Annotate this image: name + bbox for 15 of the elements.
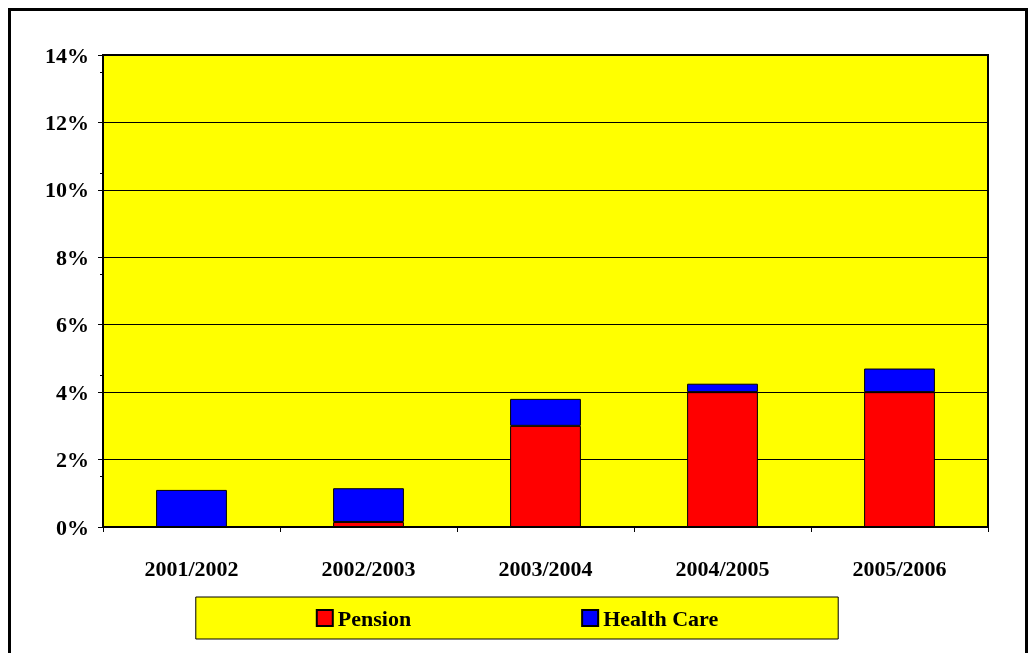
y-tick-label: 10% [45,177,89,203]
x-tick-label: 2002/2003 [321,555,416,581]
legend-label: Health Care [603,605,719,631]
legend-label: Pension [337,605,412,631]
y-tick-label: 6% [56,312,89,338]
y-tick-label: 2% [56,447,89,473]
y-tick-label: 12% [45,109,89,135]
y-tick-label: 0% [56,514,89,540]
x-tick-label: 2004/2005 [675,555,770,581]
y-tick-label: 4% [56,379,89,405]
y-tick-label: 14% [45,42,89,68]
x-tick-label: 2001/2002 [144,555,239,581]
x-tick-label: 2005/2006 [852,555,947,581]
x-tick-label: 2003/2004 [498,555,593,581]
y-tick-label: 8% [56,244,89,270]
